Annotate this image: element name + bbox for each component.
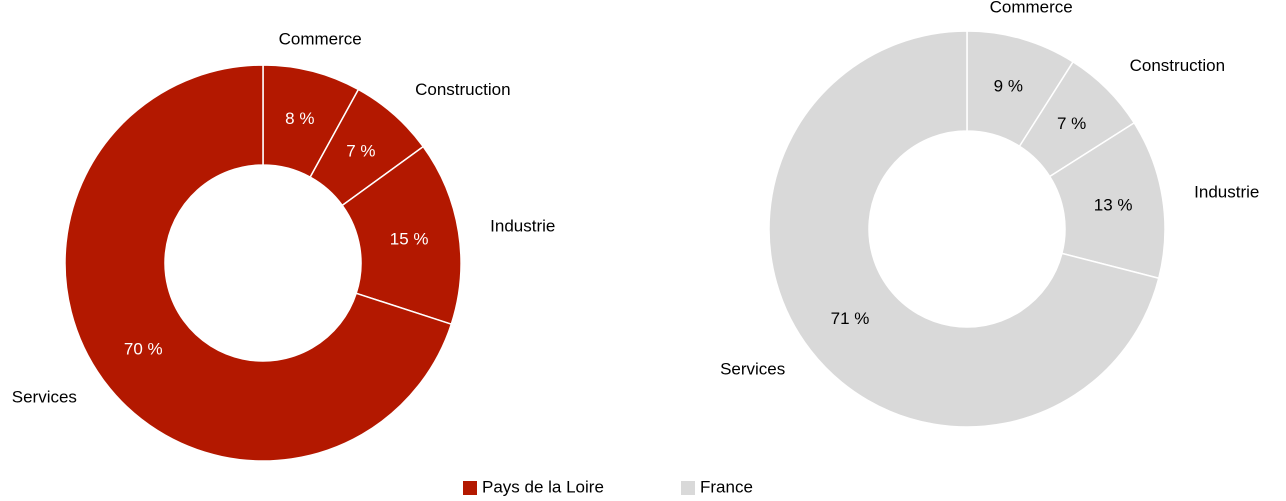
category-label: Industrie	[490, 217, 555, 236]
category-label: Services	[12, 388, 77, 407]
category-label: Commerce	[279, 30, 362, 49]
value-label: 15 %	[390, 229, 429, 248]
legend-swatch	[681, 481, 695, 495]
value-label: 9 %	[994, 76, 1023, 95]
donut-slice	[768, 30, 1160, 428]
category-label: Commerce	[990, 0, 1073, 17]
category-label: Construction	[415, 80, 510, 99]
value-label: 7 %	[1057, 114, 1086, 133]
legend-label: Pays de la Loire	[482, 477, 604, 496]
legend-label: France	[700, 477, 753, 496]
value-label: 8 %	[285, 109, 314, 128]
value-label: 70 %	[124, 339, 163, 358]
value-label: 7 %	[346, 141, 375, 160]
category-label: Services	[720, 359, 785, 378]
category-label: Industrie	[1194, 183, 1259, 202]
donut-slice	[64, 64, 453, 462]
value-label: 71 %	[831, 309, 870, 328]
legend-swatch	[463, 481, 477, 495]
value-label: 13 %	[1094, 195, 1133, 214]
category-label: Construction	[1130, 56, 1225, 75]
